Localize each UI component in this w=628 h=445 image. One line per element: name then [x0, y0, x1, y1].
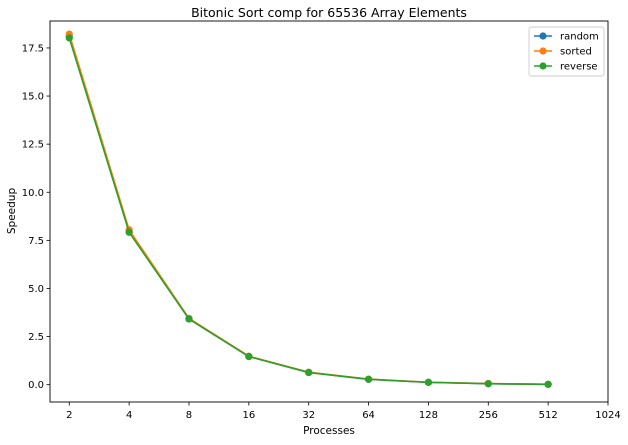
- x-tick-label: 8: [186, 410, 192, 421]
- plot-area-background: [50, 21, 608, 402]
- x-tick-label: 32: [302, 410, 315, 421]
- legend-marker-reverse: [539, 62, 547, 70]
- x-tick-label: 16: [242, 410, 255, 421]
- data-point-reverse: [305, 368, 313, 377]
- x-tick-label: 128: [419, 410, 438, 421]
- data-point-reverse: [424, 378, 433, 386]
- x-tick-label: 1024: [595, 410, 620, 421]
- x-tick-label: 256: [479, 410, 498, 421]
- y-tick-label: 10.0: [22, 188, 44, 199]
- y-tick-label: 12.5: [22, 140, 44, 151]
- legend-label-random: random: [560, 32, 599, 43]
- legend-label-reverse: reverse: [560, 62, 598, 73]
- data-point-reverse: [245, 352, 253, 361]
- data-point-reverse: [185, 315, 193, 323]
- chart-title: Bitonic Sort comp for 65536 Array Elemen…: [191, 5, 467, 20]
- y-axis-label: Speedup: [6, 188, 18, 235]
- y-tick-label: 17.5: [22, 43, 44, 54]
- data-point-reverse: [364, 375, 373, 383]
- legend-marker-sorted: [539, 47, 547, 55]
- y-tick-label: 2.5: [28, 332, 44, 343]
- data-point-reverse: [125, 228, 133, 236]
- x-axis-ticks: 2 4 8 16 32 64 128 256 512 1024: [66, 402, 621, 421]
- x-tick-label: 4: [126, 410, 132, 421]
- plot-frame: [49, 20, 609, 403]
- series-layer: [65, 30, 552, 388]
- x-tick-label: 2: [66, 410, 72, 421]
- x-axis-label: Processes: [303, 425, 355, 437]
- legend: random sorted reverse: [528, 26, 605, 77]
- legend-label-sorted: sorted: [560, 47, 592, 58]
- x-tick-label: 512: [539, 410, 558, 421]
- series-reverse: [65, 34, 552, 388]
- y-tick-label: 15.0: [22, 92, 44, 103]
- data-point-reverse: [484, 380, 492, 388]
- data-point-reverse: [544, 380, 552, 388]
- legend-box: [528, 26, 605, 77]
- y-tick-label: 7.5: [28, 236, 44, 247]
- y-tick-label: 5.0: [28, 284, 44, 295]
- legend-marker-random: [539, 32, 547, 40]
- data-point-reverse: [65, 34, 73, 42]
- x-tick-label: 64: [362, 410, 375, 421]
- y-tick-label: 0.0: [28, 380, 44, 391]
- y-axis-ticks: 0.0 2.5 5.0 7.5 10.0 12.5 15.0 17.5: [22, 43, 50, 391]
